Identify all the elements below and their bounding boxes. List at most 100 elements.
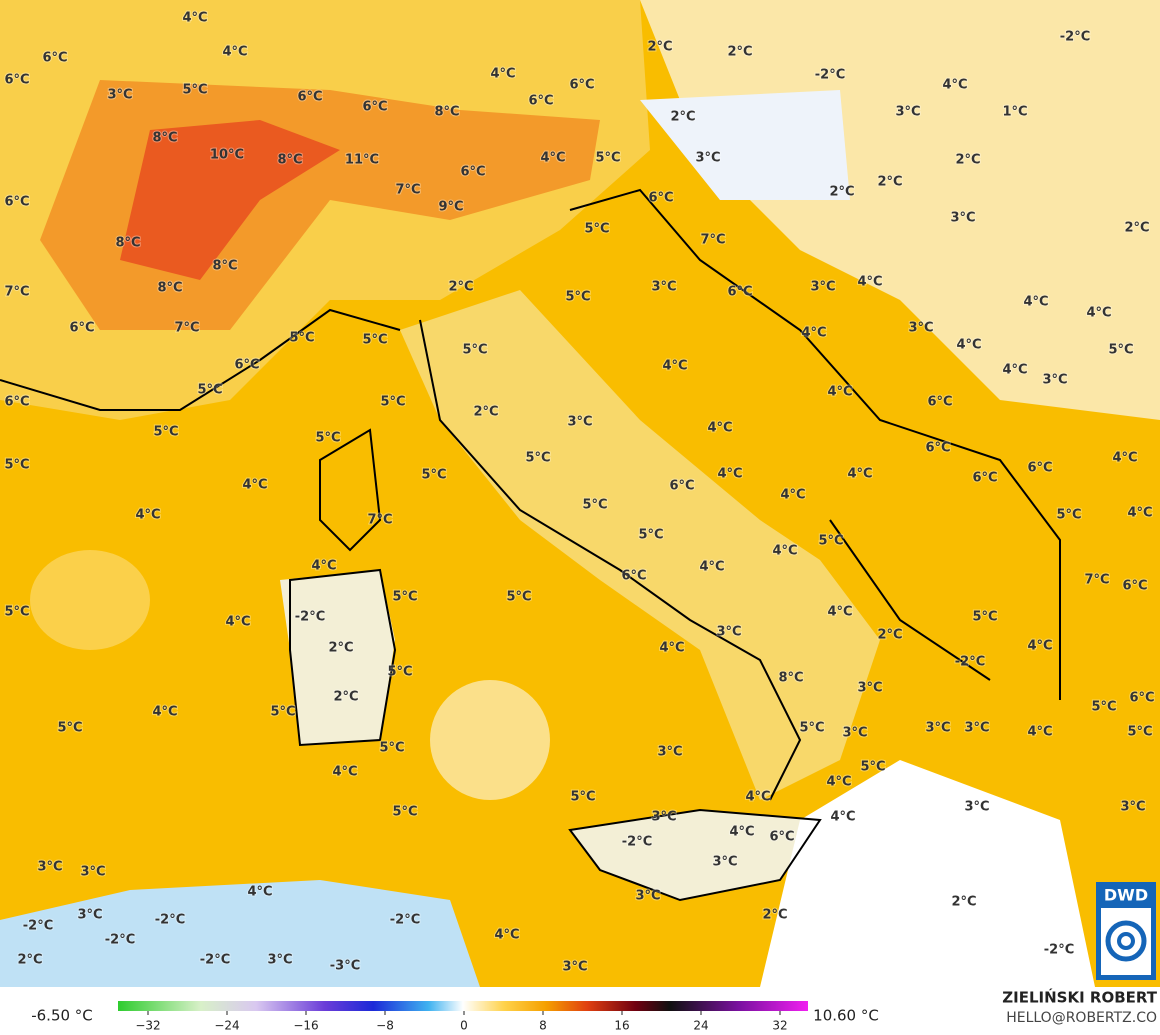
- temp-label: 3°C: [857, 681, 882, 696]
- temp-label: 8°C: [152, 131, 177, 146]
- temp-label: 5°C: [4, 458, 29, 473]
- colorbar-tick-label: 16: [614, 1019, 629, 1033]
- temp-label: 5°C: [972, 610, 997, 625]
- colorbar-min: -6.50 °C: [31, 1007, 93, 1025]
- temp-label: 5°C: [315, 431, 340, 446]
- temp-label: 5°C: [57, 721, 82, 736]
- temp-label: 4°C: [182, 11, 207, 26]
- temp-label: -2°C: [955, 655, 985, 670]
- temp-label: 4°C: [707, 421, 732, 436]
- temp-label: 4°C: [490, 67, 515, 82]
- temp-label: 5°C: [392, 590, 417, 605]
- temp-label: 4°C: [827, 605, 852, 620]
- temp-label: 4°C: [1023, 295, 1048, 310]
- peninsula: [400, 290, 880, 800]
- temp-label: 2°C: [829, 185, 854, 200]
- temp-label: 4°C: [1112, 451, 1137, 466]
- temp-label: 6°C: [727, 285, 752, 300]
- hills-east: [640, 90, 850, 200]
- temp-label: 6°C: [1129, 691, 1154, 706]
- colorbar-max: 10.60 °C: [813, 1007, 879, 1025]
- temp-label: 6°C: [1027, 461, 1052, 476]
- temp-label: 5°C: [565, 290, 590, 305]
- temp-label: 5°C: [525, 451, 550, 466]
- temp-label: 2°C: [955, 153, 980, 168]
- temp-label: 8°C: [115, 236, 140, 251]
- temp-label: 6°C: [648, 191, 673, 206]
- temp-label: 4°C: [659, 641, 684, 656]
- temp-label: 6°C: [460, 165, 485, 180]
- temp-label: 5°C: [638, 528, 663, 543]
- temp-label: 6°C: [769, 830, 794, 845]
- temp-label: 5°C: [379, 741, 404, 756]
- author: ZIELIŃSKI ROBERT: [1002, 988, 1157, 1007]
- temp-label: 2°C: [17, 953, 42, 968]
- temp-label: 5°C: [392, 805, 417, 820]
- temp-label: 9°C: [438, 200, 463, 215]
- temp-label: 8°C: [434, 105, 459, 120]
- temp-label: 3°C: [842, 726, 867, 741]
- temp-label: 4°C: [729, 825, 754, 840]
- hot-core: [120, 120, 340, 280]
- temp-label: 5°C: [1108, 343, 1133, 358]
- temp-label: 4°C: [956, 338, 981, 353]
- temp-label: 7°C: [367, 513, 392, 528]
- temp-label: 3°C: [651, 810, 676, 825]
- temp-label: -2°C: [155, 913, 185, 928]
- sea-cool: [760, 760, 1095, 987]
- temp-label: 3°C: [567, 415, 592, 430]
- temp-label: 5°C: [595, 151, 620, 166]
- temp-label: 2°C: [670, 110, 695, 125]
- temp-label: 5°C: [570, 790, 595, 805]
- temp-label: 6°C: [362, 100, 387, 115]
- logo: DWD: [1096, 882, 1156, 980]
- temp-label: 8°C: [212, 259, 237, 274]
- temp-label: -3°C: [330, 959, 360, 974]
- logo-text: DWD: [1104, 886, 1148, 905]
- temp-label: 3°C: [267, 953, 292, 968]
- temp-label: 4°C: [494, 928, 519, 943]
- temp-label: 7°C: [174, 321, 199, 336]
- temp-label: 10°C: [210, 148, 244, 163]
- temp-label: 7°C: [4, 285, 29, 300]
- temp-label: 6°C: [4, 195, 29, 210]
- temp-label: 6°C: [927, 395, 952, 410]
- temp-label: 3°C: [562, 960, 587, 975]
- temp-label: 4°C: [801, 326, 826, 341]
- temp-label: 4°C: [1086, 306, 1111, 321]
- temp-label: 6°C: [69, 321, 94, 336]
- island-coast: [289, 428, 822, 902]
- temp-label: 4°C: [827, 385, 852, 400]
- temp-label: 3°C: [37, 860, 62, 875]
- temp-label: 7°C: [395, 183, 420, 198]
- temp-label: 8°C: [778, 671, 803, 686]
- temp-label: 3°C: [964, 800, 989, 815]
- temp-label: 4°C: [1127, 506, 1152, 521]
- temp-label: 4°C: [152, 705, 177, 720]
- africa-coast: [0, 880, 480, 987]
- temp-label: 5°C: [860, 760, 885, 775]
- temp-label: 4°C: [135, 508, 160, 523]
- temp-label: 2°C: [877, 175, 902, 190]
- logo-swirl: [1105, 920, 1147, 962]
- temp-label: 6°C: [4, 395, 29, 410]
- temp-label: -2°C: [295, 610, 325, 625]
- temp-label: 3°C: [908, 321, 933, 336]
- temp-label: 4°C: [332, 765, 357, 780]
- temp-label: 6°C: [621, 569, 646, 584]
- temp-label: 5°C: [1056, 508, 1081, 523]
- temp-label: 5°C: [270, 705, 295, 720]
- temp-label: 3°C: [77, 908, 102, 923]
- temp-label: 3°C: [716, 625, 741, 640]
- sardinia: [280, 570, 395, 745]
- sicily: [570, 810, 820, 900]
- temp-label: 2°C: [727, 45, 752, 60]
- temp-label: 3°C: [657, 745, 682, 760]
- temp-label: 5°C: [818, 534, 843, 549]
- colorbar-tick-label: 0: [460, 1019, 468, 1033]
- temp-label: 3°C: [810, 280, 835, 295]
- temp-label: 2°C: [951, 895, 976, 910]
- map: [0, 0, 1160, 987]
- temp-label: -2°C: [390, 913, 420, 928]
- temp-label: 4°C: [699, 560, 724, 575]
